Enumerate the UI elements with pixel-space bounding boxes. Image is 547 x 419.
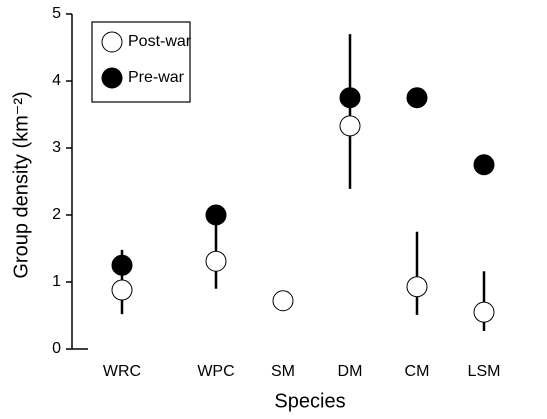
- legend-label: Pre-war: [128, 69, 185, 86]
- legend-marker: [101, 31, 123, 53]
- legend-marker: [101, 67, 123, 89]
- y-tick-label: 0: [52, 340, 61, 357]
- data-point: [473, 301, 495, 323]
- y-tick-label: 4: [52, 72, 61, 89]
- x-tick-label: LSM: [468, 363, 501, 380]
- data-point: [111, 279, 133, 301]
- data-point: [406, 87, 428, 109]
- legend-label: Post-war: [128, 33, 192, 50]
- data-point: [205, 204, 227, 226]
- data-point: [473, 154, 495, 176]
- y-tick-label: 3: [52, 139, 61, 156]
- x-tick-label: DM: [338, 363, 363, 380]
- data-point: [111, 254, 133, 276]
- y-axis-label: Group density (km⁻²): [10, 91, 32, 278]
- x-tick-label: WPC: [197, 363, 234, 380]
- x-tick-label: WRC: [103, 363, 141, 380]
- data-point: [339, 87, 361, 109]
- x-tick-label: CM: [405, 363, 430, 380]
- y-tick-label: 1: [52, 273, 61, 290]
- x-tick-label: SM: [271, 363, 295, 380]
- data-point: [205, 250, 227, 272]
- data-point: [272, 290, 294, 312]
- data-point: [339, 115, 361, 137]
- x-axis-label: Species: [274, 390, 345, 412]
- data-point: [406, 276, 428, 298]
- y-tick-label: 5: [52, 5, 61, 22]
- y-tick-label: 2: [52, 206, 61, 223]
